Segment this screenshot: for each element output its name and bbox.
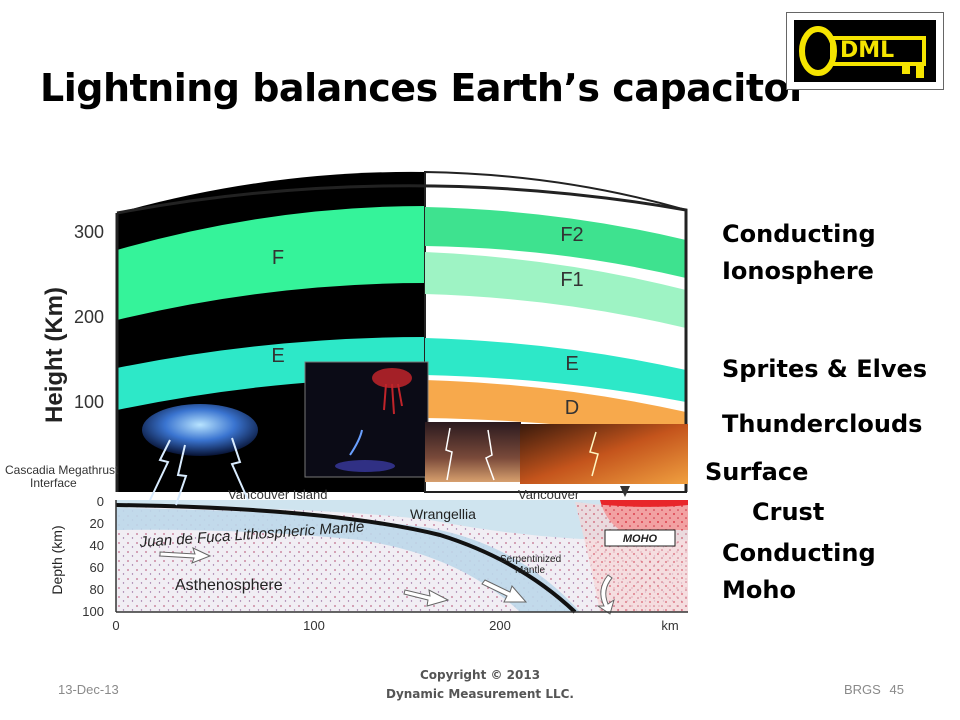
key-icon: [799, 26, 926, 78]
distance-unit: km: [661, 618, 678, 633]
label-moho: Moho: [722, 576, 796, 604]
vancouver-island-label: Vancouver Island: [228, 487, 328, 502]
copyright-line-1: Copyright © 2013: [419, 668, 541, 682]
f2-layer-right: [425, 207, 686, 278]
slide-title: Lightning balances Earth’s capacitor: [40, 66, 808, 110]
serpentinized-label: Serpentinized: [500, 554, 561, 565]
layer-label-d: D: [565, 397, 579, 419]
depth-tick-0: 0: [97, 494, 104, 509]
volcano-icon: [620, 486, 630, 497]
label-conducting-moho: Conducting: [722, 539, 876, 567]
height-tick-300: 300: [74, 222, 104, 242]
cascadia-label-1: Cascadia Megathrust: [5, 463, 119, 477]
layer-label-f: F: [272, 247, 284, 269]
sprites-elves-image: [304, 361, 429, 478]
e-layer-left: [117, 337, 425, 410]
footer-date: 13-Dec-13: [58, 682, 119, 697]
mantle-label: Mantle: [515, 565, 545, 576]
depth-axis-label: Depth (km): [49, 525, 65, 594]
height-tick-100: 100: [74, 392, 104, 412]
copyright-line-2: Dynamic Measurement LLC.: [385, 687, 574, 701]
layer-label-e-right: E: [565, 353, 578, 375]
moho-box: [604, 529, 676, 547]
distance-tick-100: 100: [303, 618, 325, 633]
logo: DML: [786, 12, 944, 90]
flow-arrow-icon: [403, 589, 450, 607]
asthenosphere-label: Asthenosphere: [175, 577, 283, 594]
height-tick-200: 200: [74, 307, 104, 327]
label-sprites-elves: Sprites & Elves: [722, 355, 928, 383]
depth-tick-40: 40: [90, 538, 104, 553]
subducting-slab-line: [115, 503, 577, 614]
depth-tick-60: 60: [90, 560, 104, 575]
crust-wedge: [116, 500, 688, 541]
distance-tick-200: 200: [489, 618, 511, 633]
vancouver-label: Vancouver: [518, 487, 580, 502]
f-layer-left: [117, 206, 425, 320]
distance-tick-0: 0: [112, 618, 119, 633]
moho-label: MOHO: [623, 533, 658, 545]
depth-tick-80: 80: [90, 582, 104, 597]
page-number: 45: [889, 682, 904, 697]
e-layer-right: [425, 338, 686, 402]
lightning-photo-1: [425, 422, 521, 482]
label-thunderclouds: Thunderclouds: [722, 410, 923, 438]
logo-background: DML: [794, 20, 936, 82]
wrangellia-label: Wrangellia: [410, 506, 476, 522]
label-surface: Surface: [705, 458, 809, 486]
layer-label-e-left: E: [271, 345, 284, 367]
lightning-photo-2: [520, 424, 688, 484]
f1-layer-right: [425, 252, 686, 328]
layer-label-f2: F2: [560, 224, 583, 246]
flow-arrow-icon: [596, 574, 615, 615]
thundercloud-lightning-image: [142, 404, 258, 506]
footer-label: BRGS: [844, 682, 881, 697]
label-crust: Crust: [752, 498, 825, 526]
layer-label-f1: F1: [560, 269, 583, 291]
depth-tick-100: 100: [82, 604, 104, 619]
atmosphere-frame: [115, 184, 688, 492]
logo-text: DML: [840, 38, 895, 63]
cascadia-label-2: Interface: [30, 476, 77, 490]
depth-tick-20: 20: [90, 516, 104, 531]
flow-arrow-icon: [481, 579, 528, 603]
copyright: Copyright © 2013 Dynamic Measurement LLC…: [360, 666, 600, 704]
label-ionosphere: Ionosphere: [722, 257, 874, 285]
lithospheric-mantle: [116, 508, 580, 612]
label-conducting: Conducting: [722, 220, 876, 248]
footer-right: BRGS 45: [844, 682, 904, 697]
height-axis-label: Height (Km): [41, 287, 68, 423]
flow-arrow-icon: [159, 547, 212, 564]
